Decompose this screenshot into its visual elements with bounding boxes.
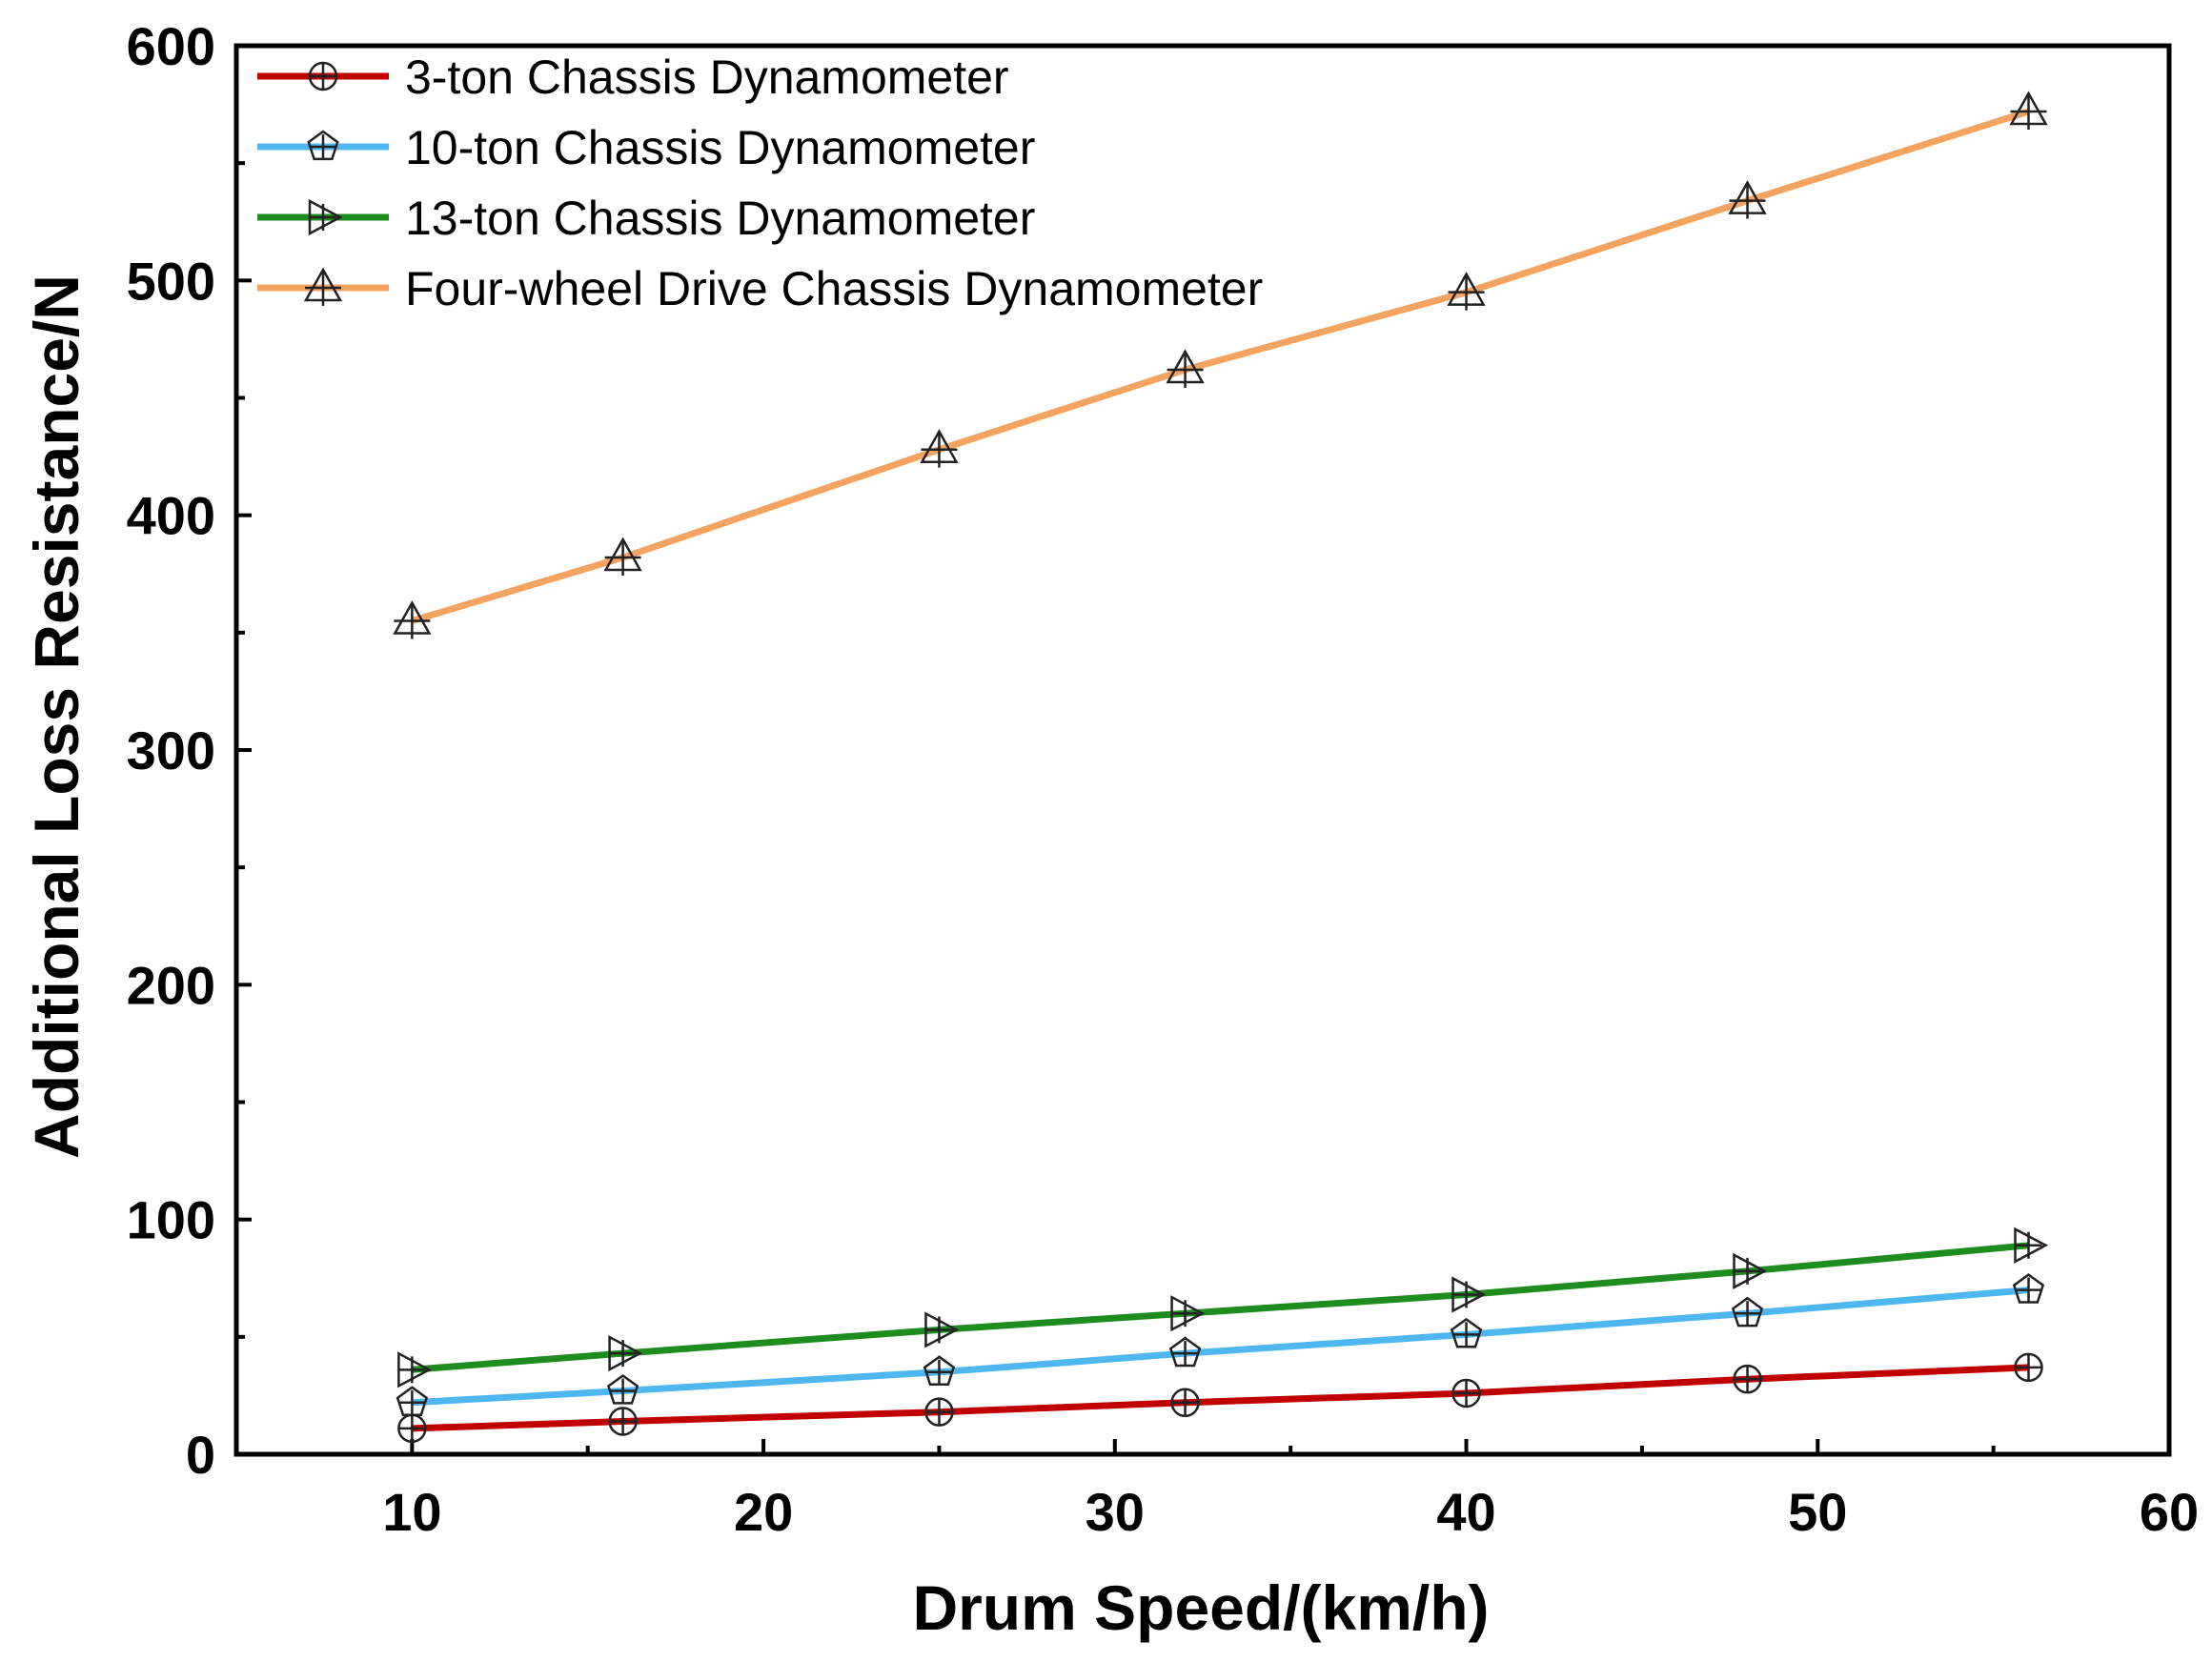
- data-point: [923, 1355, 956, 1386]
- legend-entry: Four-wheel Drive Chassis Dynamometer: [257, 262, 1263, 315]
- series-2: [396, 1273, 2045, 1417]
- data-point: [1168, 1336, 1202, 1368]
- data-point: [397, 1413, 427, 1444]
- y-tick-label: 200: [127, 955, 215, 1015]
- series-line: [412, 1287, 2029, 1407]
- data-point: [1170, 1388, 1200, 1418]
- y-tick-label: 100: [127, 1190, 215, 1250]
- legend-entry: 3-ton Chassis Dynamometer: [257, 51, 1009, 104]
- legend: 3-ton Chassis Dynamometer 10-ton Chassis …: [257, 51, 1263, 315]
- x-tick-label: 30: [1086, 1482, 1145, 1542]
- x-axis-ticks: 10 20 30 40 50 60: [382, 1439, 2199, 1542]
- data-point: [1451, 1378, 1481, 1409]
- legend-label: 3-ton Chassis Dynamometer: [405, 51, 1009, 104]
- data-point: [2009, 91, 2048, 130]
- data-point: [603, 537, 642, 577]
- x-tick-label: 20: [734, 1482, 793, 1542]
- y-tick-label: 300: [127, 720, 215, 780]
- legend-entry: 13-ton Chassis Dynamometer: [257, 192, 1035, 245]
- legend-entry: 10-ton Chassis Dynamometer: [257, 121, 1035, 174]
- series-line: [412, 1364, 2029, 1432]
- series-3: [397, 1226, 2049, 1388]
- data-point: [1166, 349, 1205, 388]
- y-axis-ticks: 0 100 200 300 400 500 600: [127, 16, 252, 1485]
- legend-marker: [303, 267, 343, 306]
- data-point: [1728, 180, 1767, 219]
- plot-frame: [233, 43, 2172, 1457]
- x-tick-label: 40: [1436, 1482, 1495, 1542]
- x-tick-label: 60: [2140, 1482, 2199, 1542]
- legend-marker: [308, 61, 338, 91]
- data-point: [1447, 272, 1486, 311]
- y-tick-label: 500: [127, 251, 215, 311]
- series-4: [393, 91, 2048, 639]
- data-point: [924, 1311, 960, 1348]
- data-point: [1170, 1295, 1206, 1332]
- data-point: [393, 599, 432, 639]
- legend-label: 10-ton Chassis Dynamometer: [405, 121, 1035, 174]
- data-point: [920, 429, 959, 468]
- data-point: [608, 1334, 643, 1372]
- plot-border: [233, 43, 2172, 1457]
- series-layer: [393, 91, 2049, 1444]
- y-axis-title: Additional Loss Resistance/N: [21, 274, 91, 1159]
- y-tick-label: 0: [186, 1425, 215, 1485]
- data-point: [1733, 1252, 1768, 1289]
- legend-label: 13-ton Chassis Dynamometer: [405, 192, 1035, 245]
- y-tick-label: 400: [127, 486, 215, 546]
- legend-label: Four-wheel Drive Chassis Dynamometer: [405, 262, 1263, 315]
- data-point: [1731, 1296, 1764, 1328]
- data-point: [924, 1397, 954, 1427]
- x-axis-title: Drum Speed/(km/h): [912, 1572, 1489, 1643]
- data-point: [606, 1373, 639, 1405]
- data-point: [1450, 1317, 1483, 1348]
- series-1: [397, 1352, 2043, 1444]
- legend-marker: [307, 130, 339, 161]
- data-point: [2012, 1273, 2045, 1304]
- x-tick-label: 10: [382, 1482, 441, 1542]
- data-point: [1451, 1276, 1487, 1313]
- data-point: [1733, 1364, 1762, 1394]
- y-tick-label: 600: [127, 16, 215, 76]
- x-tick-label: 50: [1788, 1482, 1847, 1542]
- data-point: [396, 1386, 429, 1417]
- data-point: [397, 1351, 433, 1388]
- data-point: [2014, 1226, 2049, 1264]
- series-line: [411, 108, 2030, 624]
- legend-marker: [308, 198, 343, 236]
- data-point: [608, 1407, 638, 1436]
- data-point: [2014, 1352, 2043, 1383]
